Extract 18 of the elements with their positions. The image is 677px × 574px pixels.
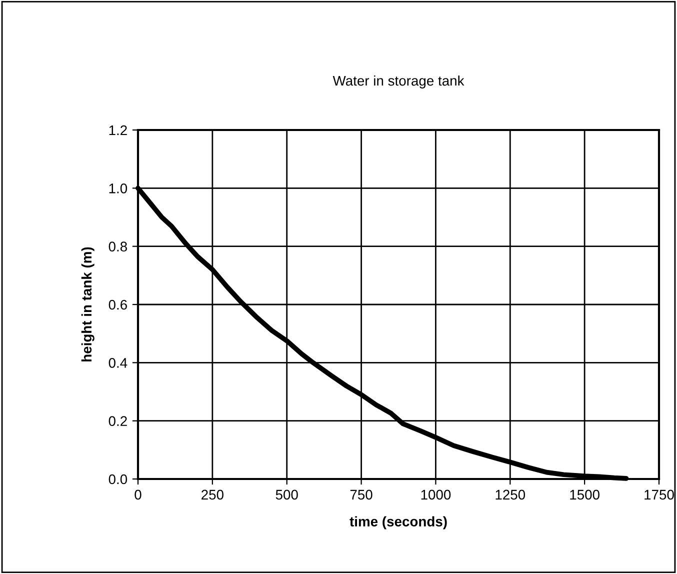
y-tick-label: 0.6 [108, 300, 127, 310]
x-axis-title: time (seconds) [350, 516, 447, 530]
x-tick-label: 250 [202, 490, 224, 500]
y-tick-label: 0.4 [108, 358, 128, 368]
y-tick-label: 0.8 [108, 242, 127, 252]
x-tick-label: 0 [134, 490, 142, 500]
y-tick-label: 0.0 [108, 474, 128, 484]
x-tick-label: 1750 [644, 490, 674, 500]
chart-title: Water in storage tank [332, 75, 464, 88]
x-tick-label: 500 [276, 490, 298, 500]
y-axis-title: height in tank (m) [81, 247, 94, 362]
x-tick-label: 1250 [496, 490, 526, 500]
x-tick-label: 1500 [570, 490, 600, 500]
y-tick-label: 0.2 [108, 416, 127, 426]
x-tick-label: 1000 [421, 490, 451, 500]
x-tick-label: 750 [350, 490, 372, 500]
y-tick-label: 1.2 [109, 125, 127, 136]
y-tick-label: 1.0 [109, 184, 128, 194]
